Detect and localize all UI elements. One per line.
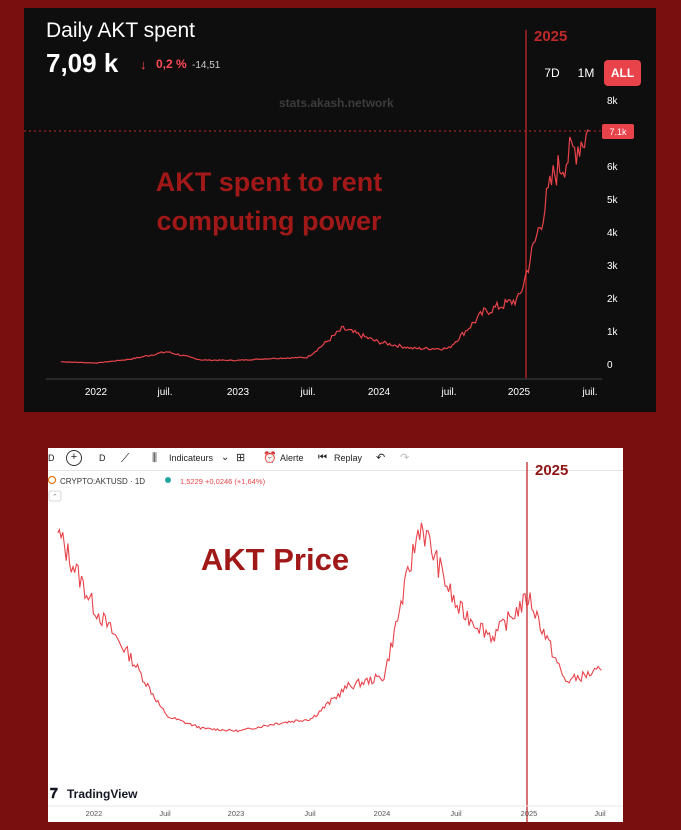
annotation-line-2: computing power [157, 206, 382, 236]
akt-price-series-line [57, 522, 602, 733]
tradingview-logo-icon: 𝟕 [50, 785, 58, 801]
line-chart-icon[interactable]: ⟋ [121, 451, 130, 465]
chevron-down-icon[interactable]: ⌄ [221, 452, 230, 463]
x-tick-label: 2024 [368, 387, 391, 398]
akt-price-chart-panel: D + D ⟋ ⫼ Indicateurs ⌄ ⊞ ⏰ Alerte ⏮ Rep… [48, 448, 623, 822]
chart-title: Daily AKT spent [46, 19, 195, 42]
chart-style-selector[interactable]: D [99, 453, 106, 463]
x-tick-label: 2023 [227, 387, 250, 398]
y-tick-label: 5k [607, 195, 619, 206]
replay-button[interactable]: Replay [334, 453, 363, 463]
x-axis: 2022 Juil 2023 Juil 2024 Juil 2025 Juil [86, 809, 606, 818]
down-arrow-icon: ↓ [140, 57, 147, 72]
timeframe-all-button[interactable]: ALL [604, 60, 641, 86]
layouts-grid-icon[interactable]: ⊞ [236, 452, 246, 464]
x-tick-label: 2025 [508, 387, 531, 398]
y-tick-label: 4k [607, 228, 619, 239]
price-quote: 1,5229 +0,0246 (+1,64%) [180, 477, 266, 486]
year-2025-marker-label: 2025 [534, 28, 567, 45]
indicators-button[interactable]: Indicateurs [169, 453, 214, 463]
compare-add-icon[interactable]: + [66, 450, 82, 466]
change-percent: 0,2 % [156, 57, 187, 71]
x-tick-label: juil. [581, 387, 597, 398]
annotation-line-1: AKT spent to rent [156, 167, 383, 197]
collapse-chevron-icon[interactable]: ⌃ [52, 493, 58, 501]
collapse-legend-button[interactable] [48, 490, 62, 502]
market-status-dot [165, 477, 171, 483]
toolbar-divider [48, 470, 623, 471]
indicators-icon[interactable]: ⫼ [152, 452, 158, 464]
y-tick-label: 8k [607, 96, 619, 107]
redo-icon[interactable]: ↷ [400, 452, 410, 464]
symbol-label: CRYPTO:AKTUSD · 1D [60, 477, 145, 486]
timeframe-1m-button[interactable]: 1M [577, 66, 595, 80]
x-tick-label: juil. [299, 387, 315, 398]
current-value-badge [602, 124, 634, 139]
change-absolute: -14,51 [192, 60, 221, 71]
akt-price-chart: CRYPTO:AKTUSD · 1D 1,5229 +0,0246 (+1,64… [48, 462, 623, 822]
x-tick-label: Juil [450, 809, 462, 818]
x-axis: 2022 juil. 2023 juil. 2024 juil. 2025 juil. [85, 387, 598, 398]
x-tick-label: 2023 [228, 809, 245, 818]
akt-spent-series-line [60, 129, 590, 364]
akt-spent-chart-panel: Daily AKT spent 7,09 k ↓ 0,2 % -14,51 st… [24, 8, 656, 412]
coin-icon [48, 475, 57, 485]
y-tick-label: 2k [607, 294, 619, 305]
alert-button[interactable]: Alerte [280, 453, 304, 463]
x-tick-label: 2022 [85, 387, 108, 398]
alarm-clock-icon[interactable]: ⏰ [263, 452, 277, 464]
watermark: stats.akash.network [279, 96, 394, 110]
akt-spent-chart: Daily AKT spent 7,09 k ↓ 0,2 % -14,51 st… [24, 19, 634, 398]
y-tick-label: 6k [607, 162, 619, 173]
annotation-akt-price: AKT Price [201, 542, 349, 577]
x-tick-label: Juil [304, 809, 316, 818]
current-value-badge-label: 7.1k [609, 127, 627, 137]
x-tick-label: juil. [440, 387, 456, 398]
x-tick-label: 2024 [374, 809, 391, 818]
tradingview-logo: TradingView [67, 787, 138, 801]
x-tick-label: juil. [156, 387, 172, 398]
x-tick-label: Juil [159, 809, 171, 818]
y-tick-label: 1k [607, 327, 619, 338]
x-tick-label: 2025 [521, 809, 538, 818]
y-tick-label: 0 [607, 360, 613, 371]
timeframe-7d-button[interactable]: 7D [544, 66, 560, 80]
interval-selector[interactable]: D [48, 453, 55, 463]
undo-icon[interactable]: ↶ [376, 452, 386, 464]
y-tick-label: 3k [607, 261, 619, 272]
year-2025-marker-label: 2025 [535, 462, 568, 479]
current-value: 7,09 k [46, 48, 119, 78]
x-tick-label: Juil [594, 809, 606, 818]
replay-icon[interactable]: ⏮ [318, 452, 327, 463]
x-tick-label: 2022 [86, 809, 103, 818]
